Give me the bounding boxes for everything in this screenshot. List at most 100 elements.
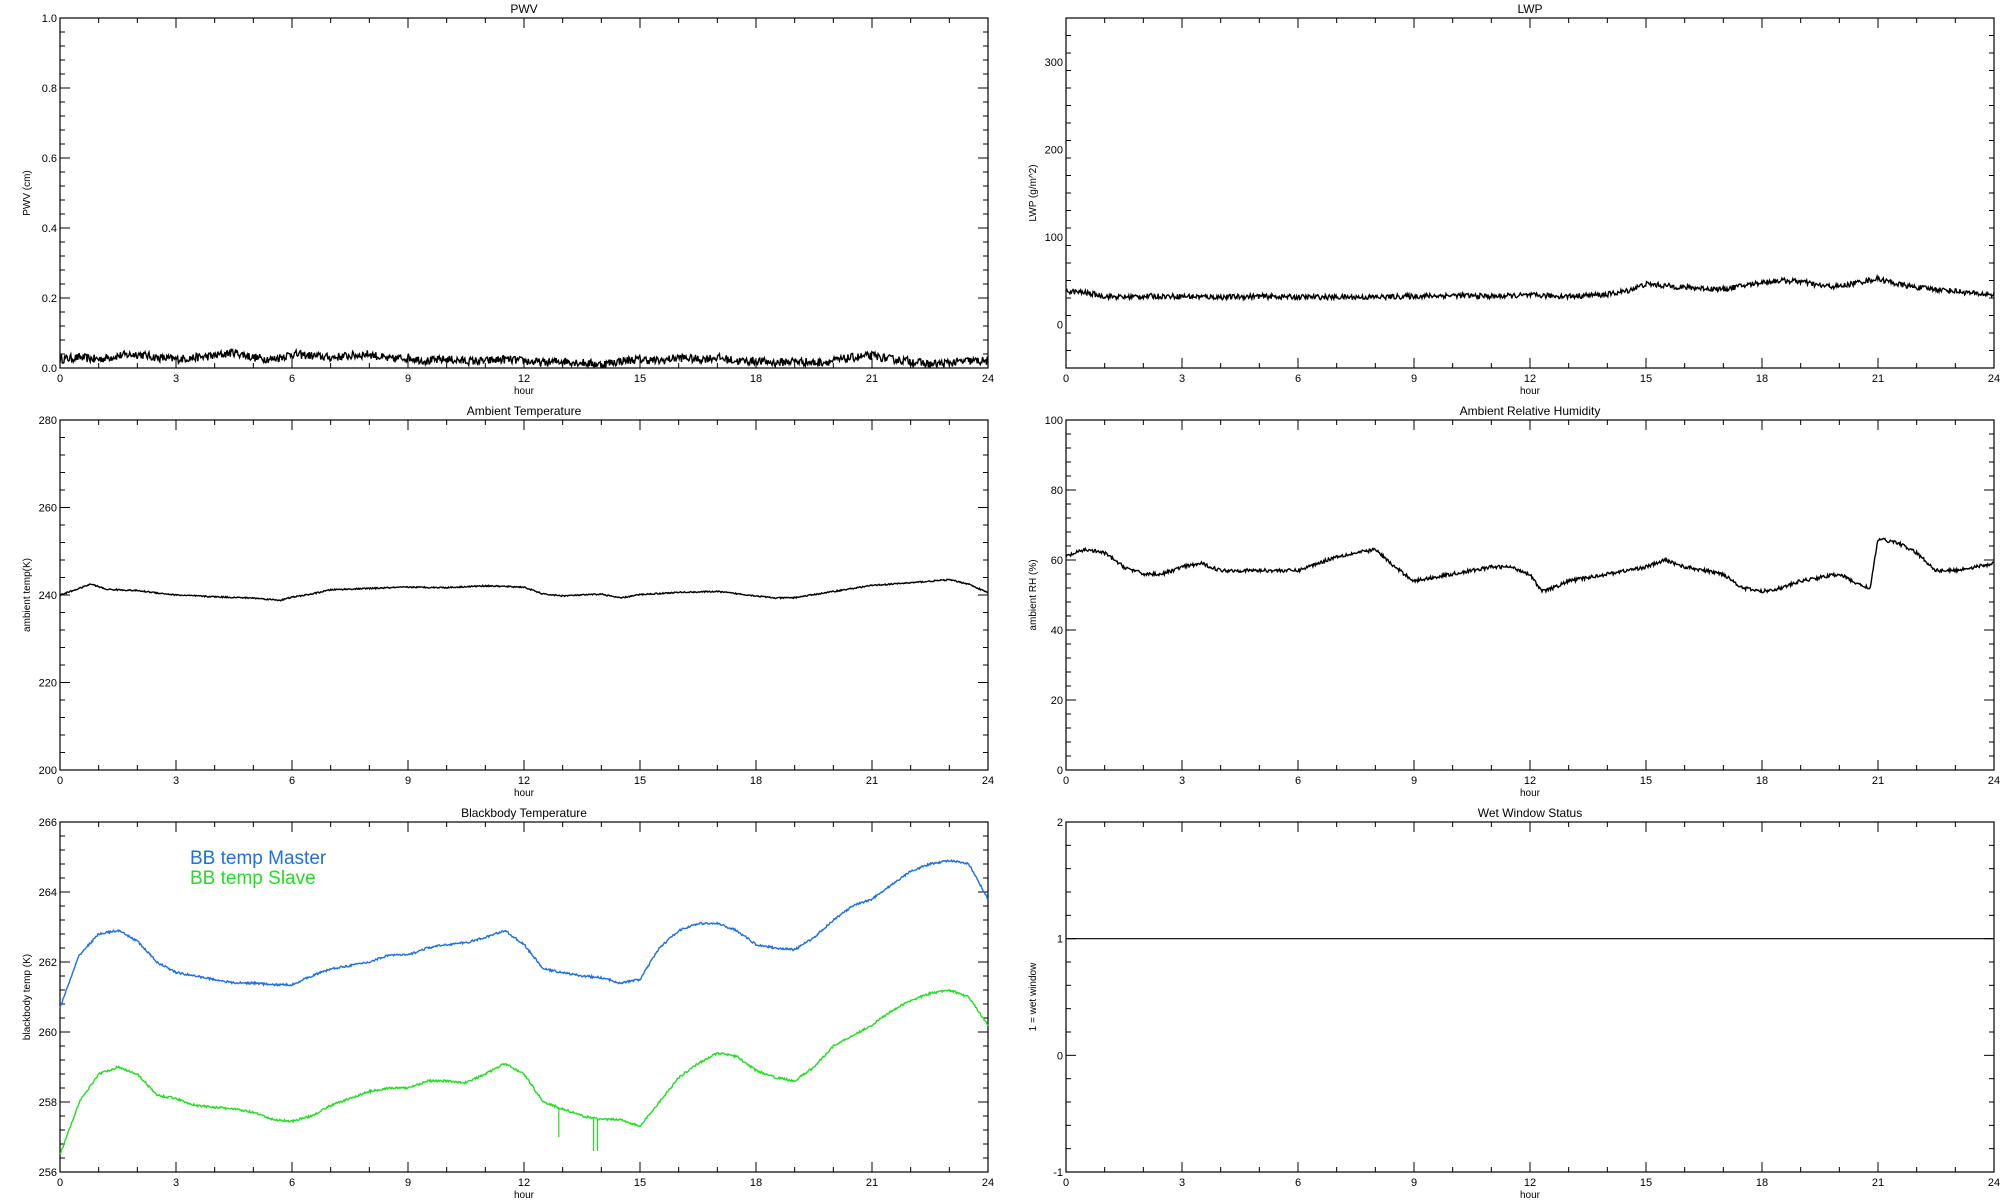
y-tick-label: 100 (1045, 232, 1063, 244)
y-tick-label: 80 (1051, 485, 1063, 497)
chart-title: Ambient Relative Humidity (1460, 404, 1601, 418)
y-tick-label: 280 (39, 415, 57, 427)
y-tick-label: 262 (39, 957, 57, 969)
y-tick-label: 1 (1057, 934, 1063, 946)
x-tick-label: 9 (405, 775, 411, 787)
y-tick-label: -1 (1053, 1167, 1063, 1179)
x-tick-label: 6 (1295, 775, 1301, 787)
x-tick-label: 6 (1295, 373, 1301, 385)
y-tick-label: 60 (1051, 555, 1063, 567)
x-tick-label: 15 (1640, 1177, 1652, 1189)
x-tick-label: 3 (1179, 775, 1185, 787)
legend-entry: BB temp Slave (190, 868, 316, 889)
y-tick-label: 0 (1057, 765, 1063, 777)
x-tick-label: 15 (634, 373, 646, 385)
y-axis-label: ambient RH (%) (1028, 559, 1039, 630)
y-tick-label: 0.4 (42, 223, 57, 235)
x-tick-label: 9 (1411, 775, 1417, 787)
x-tick-label: 0 (1063, 775, 1069, 787)
y-axis-label: ambient temp(K) (22, 558, 33, 632)
plot-frame (1065, 17, 1995, 369)
y-tick-label: 1.0 (42, 13, 57, 25)
y-tick-label: 240 (39, 590, 57, 602)
chart-panel-0: PWV 0 3 6 9 12 15 18 21 24 hour 0.0 0.2 0.4 0.6 0.8 1.0 P… (22, 2, 994, 397)
series-line-0 (59, 347, 989, 370)
x-axis-label: hour (514, 788, 535, 799)
x-tick-label: 18 (750, 373, 762, 385)
x-tick-label: 15 (1640, 775, 1652, 787)
x-tick-label: 24 (982, 373, 994, 385)
chart-title: Ambient Temperature (467, 404, 582, 418)
chart-panel-4: Blackbody Temperature 0 3 6 9 12 15 18 21 24 hour 2… (22, 806, 994, 1200)
y-tick-label: 20 (1051, 695, 1063, 707)
y-axis-label: 1 = wet window (1028, 962, 1039, 1031)
x-tick-label: 15 (634, 775, 646, 787)
chart-title: PWV (510, 2, 537, 16)
y-tick-label: 260 (39, 503, 57, 515)
y-tick-label: 266 (39, 817, 57, 829)
series-line-1 (59, 989, 989, 1155)
x-tick-label: 0 (57, 775, 63, 787)
x-tick-label: 15 (1640, 373, 1652, 385)
x-axis-label: hour (1520, 1190, 1541, 1200)
x-tick-label: 0 (1063, 373, 1069, 385)
chart-title: Wet Window Status (1478, 806, 1582, 820)
y-tick-label: 0.6 (42, 153, 57, 165)
x-tick-label: 18 (750, 1177, 762, 1189)
y-tick-label: 258 (39, 1097, 57, 1109)
chart-title: LWP (1517, 2, 1542, 16)
y-tick-label: 200 (39, 765, 57, 777)
y-tick-label: 40 (1051, 625, 1063, 637)
x-tick-label: 3 (173, 775, 179, 787)
series-line-0 (59, 578, 989, 602)
y-tick-label: 256 (39, 1167, 57, 1179)
x-tick-label: 12 (518, 373, 530, 385)
chart-panel-3: Ambient Relative Humidity 0 3 6 9 12 15 18 21 24 h… (1028, 404, 2000, 799)
x-tick-label: 21 (1872, 1177, 1884, 1189)
plot-frame (59, 419, 989, 771)
series-line-0 (59, 858, 989, 1009)
x-tick-label: 21 (866, 373, 878, 385)
x-tick-label: 21 (1872, 775, 1884, 787)
plot-frame (1065, 419, 1995, 771)
x-tick-label: 18 (1756, 373, 1768, 385)
x-tick-label: 9 (1411, 373, 1417, 385)
x-tick-label: 3 (173, 1177, 179, 1189)
x-tick-label: 9 (1411, 1177, 1417, 1189)
x-tick-label: 21 (1872, 373, 1884, 385)
x-tick-label: 6 (289, 1177, 295, 1189)
x-axis-label: hour (1520, 788, 1541, 799)
x-tick-label: 12 (1524, 775, 1536, 787)
y-axis-label: LWP (g/m^2) (1028, 164, 1039, 221)
plot-frame (1065, 821, 1995, 1173)
x-tick-label: 15 (634, 1177, 646, 1189)
y-axis-label: PWV (cm) (22, 170, 33, 216)
x-tick-label: 3 (1179, 373, 1185, 385)
x-tick-label: 21 (866, 1177, 878, 1189)
x-tick-label: 24 (1988, 775, 2000, 787)
x-axis-label: hour (1520, 386, 1541, 397)
x-tick-label: 12 (1524, 1177, 1536, 1189)
x-tick-label: 18 (750, 775, 762, 787)
x-tick-label: 6 (289, 775, 295, 787)
x-tick-label: 0 (1063, 1177, 1069, 1189)
y-tick-label: 0.0 (42, 363, 57, 375)
x-tick-label: 6 (289, 373, 295, 385)
y-tick-label: 0 (1057, 319, 1063, 331)
x-tick-label: 0 (57, 1177, 63, 1189)
chart-title: Blackbody Temperature (461, 806, 587, 820)
x-tick-label: 24 (1988, 373, 2000, 385)
y-tick-label: 0.2 (42, 293, 57, 305)
x-tick-label: 24 (982, 1177, 994, 1189)
series-line-0 (1065, 273, 1995, 302)
y-tick-label: 2 (1057, 817, 1063, 829)
y-tick-label: 100 (1045, 415, 1063, 427)
series-line-0 (1065, 537, 1995, 595)
y-axis-label: blackbody temp (K) (22, 954, 33, 1040)
legend-entry: BB temp Master (190, 848, 327, 869)
chart-panel-1: LWP 0 3 6 9 12 15 18 21 24 hour 0 100 200 300 LWP (g/m^… (1028, 2, 2000, 397)
y-tick-label: 220 (39, 678, 57, 690)
x-tick-label: 6 (1295, 1177, 1301, 1189)
y-tick-label: 200 (1045, 144, 1063, 156)
